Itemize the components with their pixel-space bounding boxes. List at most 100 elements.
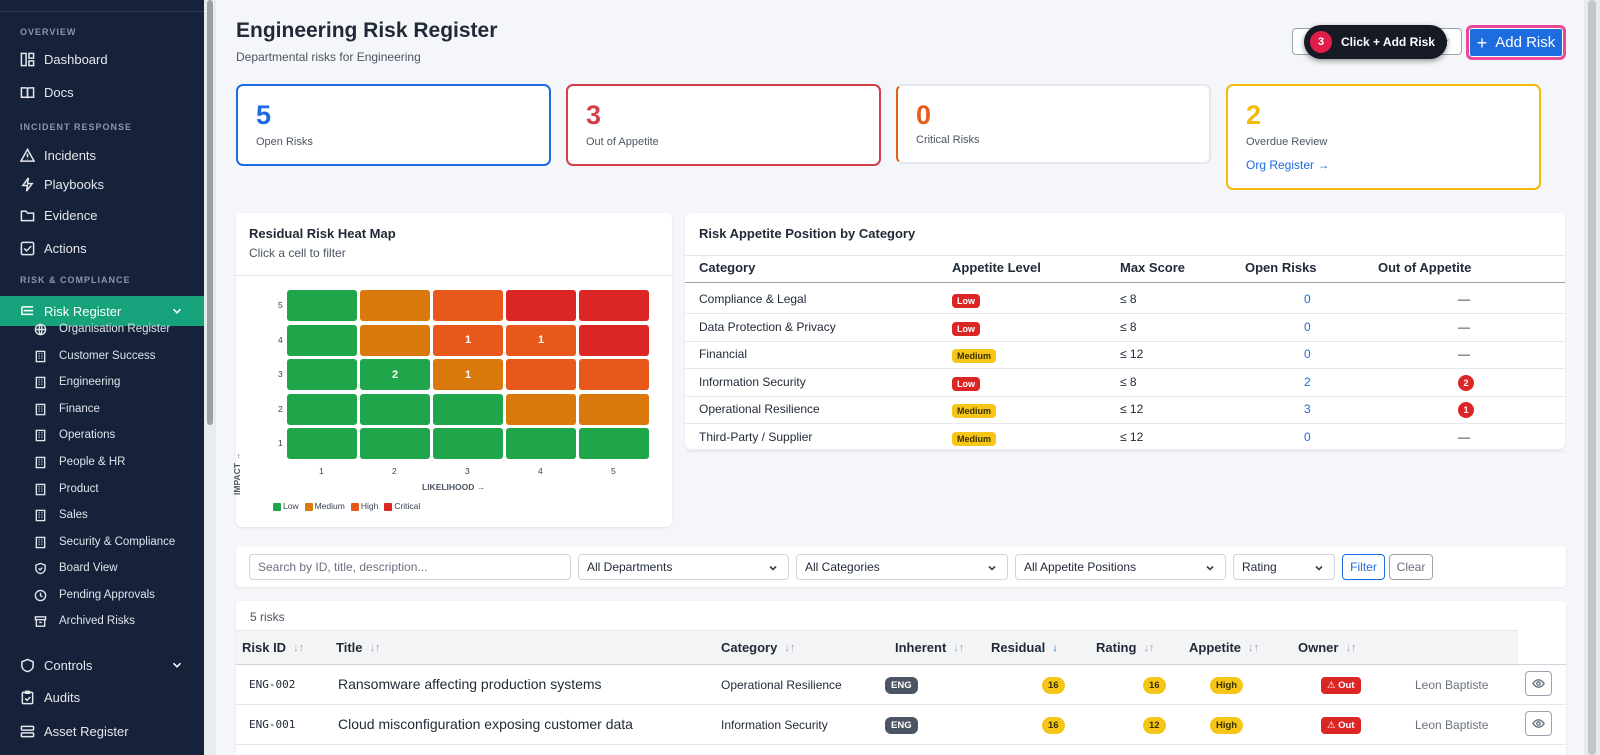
risk-id[interactable]: ENG-001 — [249, 718, 296, 731]
sidebar-subitem[interactable]: Customer Success — [0, 344, 204, 368]
kpi-overdue-review[interactable]: 2 Overdue Review Org Register → — [1226, 84, 1541, 190]
column-header[interactable]: Risk ID ↓↑ — [242, 640, 304, 655]
department-select[interactable]: All Departments — [578, 554, 789, 580]
search-input[interactable]: Search by ID, title, description... — [249, 554, 571, 580]
heatmap-cell[interactable] — [287, 290, 357, 321]
column-header[interactable]: Inherent ↓↑ — [895, 640, 964, 655]
heatmap-cell[interactable] — [579, 428, 649, 459]
risk-title[interactable]: Ransomware affecting production systems — [338, 676, 602, 692]
heatmap-cell[interactable]: 1 — [433, 359, 503, 390]
risk-id[interactable]: ENG-002 — [249, 678, 296, 691]
heatmap-cell[interactable] — [579, 290, 649, 321]
rating-select[interactable]: Rating — [1233, 554, 1335, 580]
sidebar-item-docs[interactable]: Docs — [0, 77, 204, 107]
sidebar-scrollbar[interactable] — [204, 0, 216, 755]
sidebar-item-dashboard[interactable]: Dashboard — [0, 44, 204, 74]
table-row[interactable] — [236, 745, 1566, 755]
sort-icon[interactable]: ↓↑ — [369, 641, 381, 654]
appetite-select[interactable]: All Appetite Positions — [1015, 554, 1226, 580]
appetite-panel: Risk Appetite Position by Category Categ… — [685, 213, 1565, 452]
sidebar-subitem-label: People & HR — [59, 456, 126, 468]
org-register-link[interactable]: Org Register → — [1246, 158, 1330, 172]
heatmap-cell[interactable] — [287, 428, 357, 459]
heatmap-cell[interactable] — [287, 324, 357, 356]
heatmap-cell[interactable] — [506, 359, 576, 390]
column-header[interactable]: Appetite ↓↑ — [1189, 640, 1259, 655]
column-header[interactable]: Residual ↓ — [991, 640, 1058, 655]
column-header[interactable]: Owner ↓↑ — [1298, 640, 1356, 655]
heatmap-cell[interactable]: 1 — [433, 324, 503, 356]
open-risks-link[interactable]: 2 — [1304, 374, 1311, 389]
sidebar-subitem[interactable]: Product — [0, 477, 204, 501]
heatmap-cell[interactable] — [433, 290, 503, 321]
page-scrollbar[interactable] — [1584, 0, 1600, 755]
sidebar-item-playbooks[interactable]: Playbooks — [0, 169, 204, 199]
sort-icon[interactable]: ↓↑ — [784, 641, 796, 654]
open-risks-link[interactable]: 0 — [1304, 429, 1311, 444]
column-header[interactable]: Rating ↓↑ — [1096, 640, 1154, 655]
sidebar-item-controls[interactable]: Controls — [0, 650, 204, 680]
open-risks-link[interactable]: 0 — [1304, 319, 1311, 334]
heatmap-cell[interactable] — [360, 290, 430, 321]
sort-icon[interactable]: ↓↑ — [1248, 641, 1259, 654]
page-scrollbar-thumb[interactable] — [1588, 0, 1596, 755]
sidebar-scrollbar-thumb[interactable] — [207, 0, 213, 425]
heatmap-cell[interactable] — [506, 393, 576, 425]
heatmap-cell[interactable] — [579, 324, 649, 356]
heatmap-cell[interactable] — [360, 428, 430, 459]
sidebar-subitem[interactable]: Finance — [0, 397, 204, 421]
sort-icon[interactable]: ↓↑ — [1345, 641, 1357, 654]
building-icon — [34, 456, 47, 469]
heatmap-cell[interactable]: 1 — [506, 324, 576, 356]
heatmap-cell[interactable] — [433, 393, 503, 425]
sidebar-item-risk-register[interactable]: Risk Register — [0, 296, 204, 326]
category-select[interactable]: All Categories — [796, 554, 1008, 580]
heatmap-cell[interactable] — [506, 428, 576, 459]
view-risk-button[interactable] — [1525, 671, 1552, 696]
heatmap-cell[interactable] — [287, 393, 357, 425]
sidebar-subitem[interactable]: Security & Compliance — [0, 530, 204, 554]
clear-button[interactable]: Clear — [1389, 554, 1433, 580]
sidebar-subitem[interactable]: Board View — [0, 556, 204, 580]
sidebar-item-asset-register[interactable]: Asset Register — [0, 716, 204, 746]
heatmap-cell[interactable] — [287, 359, 357, 390]
column-header[interactable]: Category ↓↑ — [721, 640, 795, 655]
risk-title[interactable]: Cloud misconfiguration exposing customer… — [338, 716, 633, 732]
open-risks-link[interactable]: 0 — [1304, 347, 1311, 361]
open-risks-link[interactable]: 3 — [1304, 402, 1311, 416]
heatmap-cell[interactable] — [360, 393, 430, 425]
filter-button[interactable]: Filter — [1342, 554, 1385, 580]
sidebar-subitem[interactable]: People & HR — [0, 450, 204, 474]
sidebar-subitem-label: Product — [59, 483, 99, 495]
sidebar-subitem[interactable]: Organisation Register — [0, 317, 204, 341]
sidebar-subitem[interactable]: Engineering — [0, 370, 204, 394]
sidebar-item-incidents[interactable]: Incidents — [0, 140, 204, 170]
sidebar-subitem[interactable]: Sales — [0, 503, 204, 527]
kpi-out-of-appetite[interactable]: 3 Out of Appetite — [566, 84, 881, 166]
heatmap-cell[interactable] — [579, 393, 649, 425]
sidebar-item-actions[interactable]: Actions — [0, 233, 204, 263]
add-risk-button[interactable]: + Add Risk — [1466, 25, 1566, 60]
appetite-level-cell: Low — [952, 376, 980, 391]
view-risk-button[interactable] — [1525, 711, 1552, 736]
sort-down-icon[interactable]: ↓ — [1052, 641, 1058, 654]
kpi-open-risks[interactable]: 5 Open Risks — [236, 84, 551, 166]
page-title: Engineering Risk Register — [236, 19, 498, 42]
x-tick-label: 1 — [319, 466, 324, 476]
sidebar-item-audits[interactable]: Audits — [0, 682, 204, 712]
heatmap-cell[interactable] — [579, 359, 649, 390]
sort-icon[interactable]: ↓↑ — [953, 641, 965, 654]
heatmap-cell[interactable] — [433, 428, 503, 459]
heatmap-cell[interactable] — [506, 290, 576, 321]
open-risks-link[interactable]: 0 — [1304, 292, 1311, 306]
sidebar-item-evidence[interactable]: Evidence — [0, 200, 204, 230]
sidebar-subitem[interactable]: Archived Risks — [0, 609, 204, 633]
heatmap-cell[interactable] — [360, 324, 430, 356]
kpi-critical-risks[interactable]: 0 Critical Risks — [896, 84, 1211, 164]
sidebar-subitem[interactable]: Operations — [0, 423, 204, 447]
sort-icon[interactable]: ↓↑ — [293, 641, 305, 654]
column-header[interactable]: Title ↓↑ — [336, 640, 381, 655]
sidebar-subitem[interactable]: Pending Approvals — [0, 583, 204, 607]
sort-icon[interactable]: ↓↑ — [1143, 641, 1155, 654]
heatmap-cell[interactable]: 2 — [360, 359, 430, 390]
